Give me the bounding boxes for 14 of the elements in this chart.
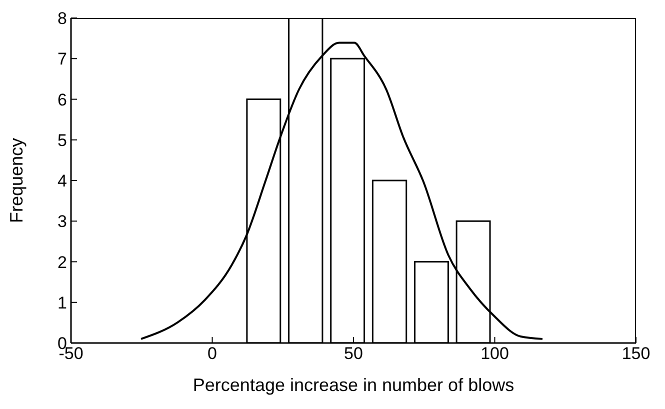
x-tick-label: 50 bbox=[344, 344, 363, 364]
y-tick-label: 2 bbox=[58, 252, 67, 272]
y-tick-label: 8 bbox=[58, 9, 67, 28]
x-tick-label: 150 bbox=[622, 344, 650, 364]
y-axis-title: Frequency bbox=[6, 138, 26, 224]
y-tick-label: 4 bbox=[58, 172, 67, 191]
y-tick-label: 6 bbox=[58, 90, 67, 110]
y-tick-label: 1 bbox=[58, 293, 67, 312]
y-tick-label: 5 bbox=[58, 130, 67, 150]
x-tick-label: 100 bbox=[480, 344, 509, 364]
x-tick-label: 0 bbox=[208, 344, 217, 364]
y-tick-label: 7 bbox=[58, 50, 67, 69]
y-tick-label: 3 bbox=[58, 212, 67, 232]
x-axis-title: Percentage increase in number of blows bbox=[192, 375, 514, 395]
